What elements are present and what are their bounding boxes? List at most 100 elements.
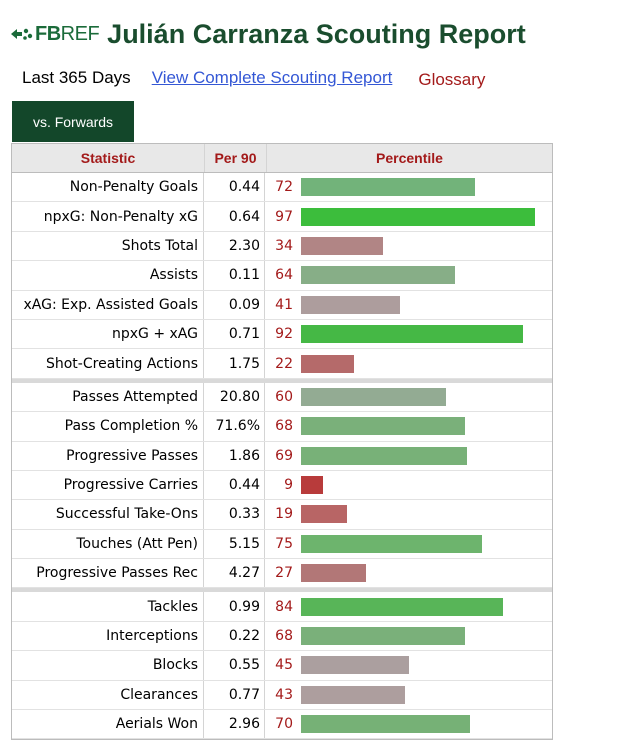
percentile-value: 68 [275, 628, 293, 645]
percentile-bar [301, 417, 465, 436]
table-row: Progressive Passes Rec 4.27 27 [12, 559, 552, 589]
stat-name: Interceptions [12, 621, 204, 651]
percentile-bar [301, 656, 410, 675]
table-body: Non-Penalty Goals 0.44 72 npxG: Non-Penalty… [12, 173, 552, 740]
tab-vs-forwards[interactable]: vs. Forwards [12, 101, 134, 142]
column-header-statistic[interactable]: Statistic [12, 144, 205, 172]
per90-value: 0.77 [204, 680, 265, 710]
stat-name: Assists [12, 261, 204, 290]
table-row: Progressive Passes 1.86 69 [12, 441, 552, 471]
table-row: Shots Total 2.30 34 [12, 231, 552, 262]
scouting-table: Statistic Per 90 Percentile Non-Penalty … [11, 143, 553, 741]
stat-name: npxG + xAG [12, 319, 204, 349]
per90-value: 1.75 [204, 349, 265, 378]
column-header-percentile[interactable]: Percentile [376, 150, 443, 166]
stat-name: Progressive Carries [12, 470, 204, 500]
percentile-value: 43 [275, 686, 293, 703]
per90-value: 0.55 [204, 651, 265, 680]
percentile-cell: 75 [265, 530, 552, 558]
percentile-value: 92 [275, 326, 293, 343]
table-row: Clearances 0.77 43 [12, 680, 552, 711]
stat-name: Passes Attempted [12, 382, 204, 412]
fbref-logo[interactable]: FB REF [10, 22, 100, 46]
percentile-cell: 84 [265, 592, 552, 620]
subnav: Last 365 Days View Complete Scouting Rep… [22, 66, 485, 90]
percentile-value: 72 [275, 179, 293, 196]
percentile-cell: 9 [265, 471, 552, 499]
percentile-bar [301, 715, 470, 734]
percentile-cell: 97 [265, 202, 552, 230]
percentile-value: 70 [275, 716, 293, 733]
percentile-cell: 72 [265, 173, 552, 201]
percentile-bar [301, 505, 347, 524]
percentile-value: 68 [275, 418, 293, 435]
glossary-link[interactable]: Glossary [418, 70, 486, 89]
table-row: Tackles 0.99 84 [12, 592, 552, 622]
page-header: FB REF Julián Carranza Scouting Report [10, 14, 526, 54]
logo-ref-text: REF [60, 22, 100, 45]
logo-fb-text: FB [35, 22, 61, 45]
per90-value: 0.33 [204, 500, 265, 529]
percentile-cell: 27 [265, 559, 552, 587]
page-title: Julián Carranza Scouting Report [107, 18, 526, 49]
stat-name: Non-Penalty Goals [12, 173, 204, 202]
percentile-bar [301, 476, 323, 495]
percentile-cell: 22 [265, 349, 552, 377]
table-row: Assists 0.11 64 [12, 261, 552, 291]
percentile-cell: 45 [265, 651, 552, 679]
stat-name: Shot-Creating Actions [12, 349, 204, 378]
stat-name: Tackles [12, 592, 204, 621]
column-header-per90[interactable]: Per 90 [205, 144, 267, 172]
table-row: Pass Completion % 71.6% 68 [12, 412, 552, 442]
percentile-value: 19 [275, 506, 293, 523]
percentile-bar [301, 266, 456, 285]
complete-report-link[interactable]: View Complete Scouting Report [151, 68, 393, 87]
table-row: xAG: Exp. Assisted Goals 0.09 41 [12, 290, 552, 320]
table-row: Blocks 0.55 45 [12, 651, 552, 681]
percentile-bar [301, 236, 383, 255]
percentile-cell: 60 [265, 383, 552, 411]
per90-value: 4.27 [204, 559, 265, 588]
per90-value: 0.44 [204, 173, 265, 202]
percentile-value: 97 [275, 208, 293, 225]
percentile-value: 34 [275, 237, 293, 254]
percentile-cell: 68 [265, 622, 552, 650]
percentile-cell: 69 [265, 442, 552, 470]
table-row: Shot-Creating Actions 1.75 22 [12, 349, 552, 379]
stat-name: Aerials Won [12, 710, 204, 739]
percentile-cell: 41 [265, 291, 552, 319]
per90-value: 20.80 [204, 382, 265, 412]
per90-value: 1.86 [204, 441, 265, 470]
percentile-bar [301, 446, 468, 465]
per90-value: 0.09 [204, 290, 265, 319]
stat-name: Shots Total [12, 231, 204, 261]
percentile-cell: 70 [265, 710, 552, 738]
per90-value: 0.71 [204, 319, 265, 349]
stat-name: Clearances [12, 680, 204, 710]
table-row: Non-Penalty Goals 0.44 72 [12, 173, 552, 203]
per90-value: 2.30 [204, 231, 265, 261]
percentile-value: 75 [275, 535, 293, 552]
per90-value: 0.64 [204, 202, 265, 231]
per90-value: 71.6% [204, 412, 265, 441]
percentile-bar [301, 354, 355, 373]
table-row: Successful Take-Ons 0.33 19 [12, 500, 552, 530]
percentile-cell: 19 [265, 500, 552, 528]
stat-name: npxG: Non-Penalty xG [12, 202, 204, 231]
stat-name: Successful Take-Ons [12, 500, 204, 529]
percentile-value: 60 [275, 388, 293, 405]
percentile-bar [301, 627, 465, 646]
percentile-value: 27 [275, 565, 293, 582]
stat-name: Progressive Passes [12, 441, 204, 470]
percentile-cell: 64 [265, 261, 552, 289]
percentile-bar [301, 685, 405, 704]
percentile-value: 84 [275, 598, 293, 615]
percentile-bar [301, 564, 367, 583]
percentile-value: 69 [275, 447, 293, 464]
stat-name: Progressive Passes Rec [12, 559, 204, 588]
percentile-bar [301, 207, 535, 226]
per90-value: 0.99 [204, 592, 265, 621]
per90-value: 0.11 [204, 261, 265, 290]
percentile-bar [301, 295, 400, 314]
group-separator [12, 378, 552, 383]
